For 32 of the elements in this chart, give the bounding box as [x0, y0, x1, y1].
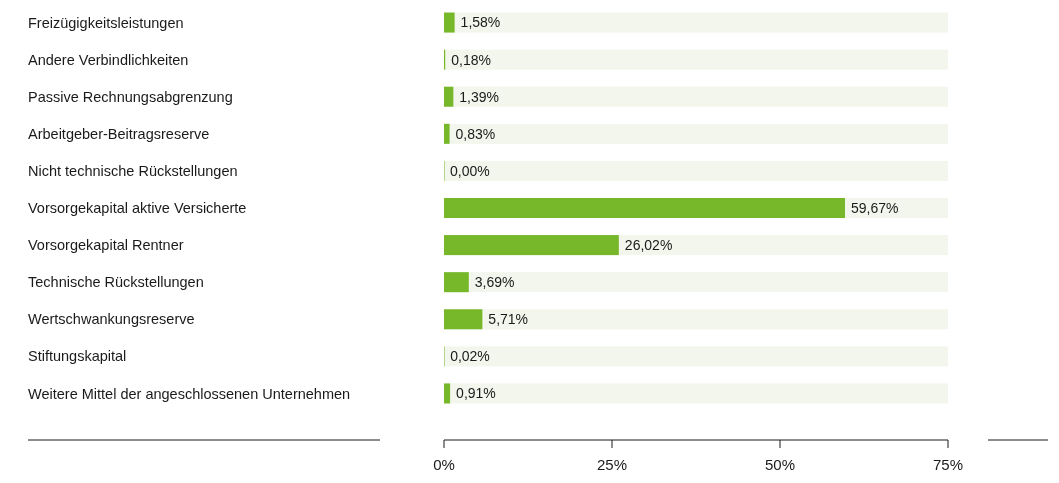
bar	[444, 309, 483, 330]
y-tick-label: Weitere Mittel der angeschlossenen Unternehmen	[28, 385, 351, 402]
y-tick-label: Andere Verbindlichkeiten	[28, 51, 189, 68]
data-label: 0,91%	[456, 385, 496, 402]
data-label: 0,83%	[455, 125, 496, 142]
y-tick-label: Vorsorgekapital aktive Versicherte	[28, 200, 247, 217]
x-tick-label: 75%	[932, 456, 964, 473]
data-label: 0,00%	[450, 162, 490, 179]
y-tick-label: Wertschwankungsreserve	[28, 311, 195, 328]
data-label: 0,02%	[450, 348, 490, 365]
data-label: 26,02%	[624, 236, 673, 253]
y-tick-label: Stiftungskapital	[28, 348, 127, 365]
y-tick-label: Technische Rückstellungen	[28, 274, 204, 291]
bar	[444, 383, 451, 404]
data-label: 5,71%	[488, 311, 529, 328]
x-tick-label: 0%	[433, 456, 455, 473]
bar	[444, 123, 450, 144]
bar	[444, 272, 469, 293]
data-label: 3,69%	[474, 274, 515, 291]
y-tick-label: Passive Rechnungsabgrenzung	[28, 88, 233, 105]
y-tick-label: Freizügigkeitsleistungen	[28, 14, 184, 31]
bar	[444, 12, 455, 33]
x-tick-label: 25%	[596, 456, 628, 473]
data-label: 1,39%	[459, 88, 500, 105]
data-label: 59,67%	[850, 199, 899, 216]
y-tick-label: Nicht technische Rückstellungen	[28, 162, 238, 179]
data-label: 0,18%	[451, 51, 491, 68]
data-label: 1,58%	[460, 14, 501, 31]
bar	[444, 86, 454, 107]
x-tick-label: 50%	[764, 456, 796, 473]
y-tick-label: Arbeitgeber-Beitragsreserve	[28, 125, 210, 142]
y-tick-label: Vorsorgekapital Rentner	[28, 237, 184, 254]
